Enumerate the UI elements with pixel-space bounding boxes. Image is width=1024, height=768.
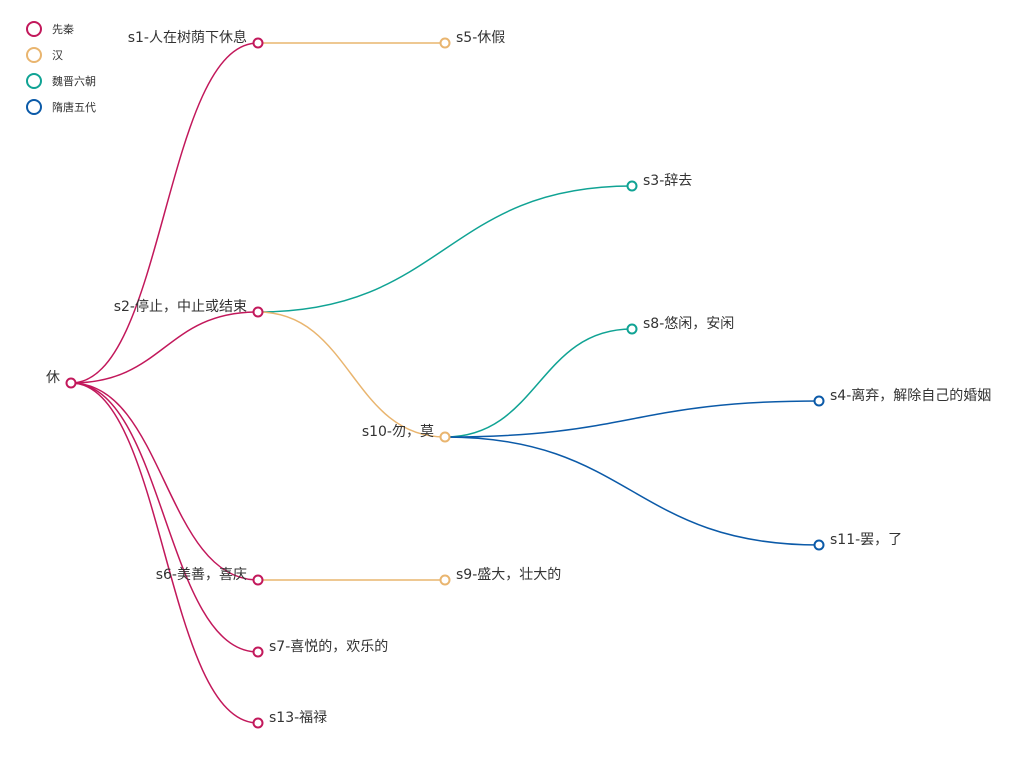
edge-s2-s3 — [257, 185, 633, 313]
node-s8[interactable]: s8-悠闲，安闲 — [626, 316, 735, 335]
node-s11[interactable]: s11-罢，了 — [813, 532, 903, 551]
legend-label: 汉 — [52, 49, 63, 62]
node-s9[interactable]: s9-盛大，壮大的 — [439, 567, 562, 586]
node-label-s7: s7-喜悦的，欢乐的 — [269, 639, 388, 655]
node-circle-icon[interactable] — [252, 646, 264, 658]
edge-root-s7 — [70, 382, 259, 653]
node-label-s2: s2-停止，中止或结束 — [114, 298, 247, 315]
node-label-s9: s9-盛大，壮大的 — [456, 567, 561, 583]
node-s13[interactable]: s13-福禄 — [252, 710, 328, 729]
edge-s10-s8 — [444, 328, 633, 438]
node-circle-icon[interactable] — [65, 377, 77, 389]
edge-root-s1 — [70, 42, 259, 384]
legend-label: 隋唐五代 — [52, 101, 96, 114]
node-label-s3: s3-辞去 — [643, 173, 692, 189]
node-label-s8: s8-悠闲，安闲 — [643, 316, 734, 332]
node-circle-icon[interactable] — [626, 180, 638, 192]
node-s7[interactable]: s7-喜悦的，欢乐的 — [252, 639, 389, 658]
node-label-s11: s11-罢，了 — [830, 532, 902, 548]
node-circle-icon[interactable] — [813, 395, 825, 407]
node-label-s6: s6-美善，喜庆 — [156, 567, 247, 583]
edge-root-s6 — [70, 382, 259, 581]
node-s2[interactable]: s2-停止，中止或结束 — [114, 298, 264, 318]
node-label-s4: s4-离弃，解除自己的婚姻 — [830, 387, 991, 404]
node-circle-icon[interactable] — [439, 431, 451, 443]
node-label-s1: s1-人在树荫下休息 — [128, 29, 247, 46]
legend-item-han[interactable]: 汉 — [26, 42, 96, 68]
node-s5[interactable]: s5-休假 — [439, 30, 506, 49]
legend-item-suitang-wudai[interactable]: 隋唐五代 — [26, 94, 96, 120]
edge-s10-s4 — [444, 400, 820, 438]
node-circle-icon[interactable] — [439, 37, 451, 49]
legend-circle-icon — [26, 47, 42, 63]
node-root[interactable]: 休 — [46, 370, 77, 389]
tree-nodes: 休 s1-人在树荫下休息 s5-休假 s2-停止，中止或结束 s3-辞去 s10-勿，莫 s… — [46, 29, 992, 729]
node-label-s5: s5-休假 — [456, 30, 505, 46]
edge-root-s2 — [70, 311, 259, 384]
node-s6[interactable]: s6-美善，喜庆 — [156, 567, 264, 586]
node-circle-icon[interactable] — [813, 539, 825, 551]
node-s4[interactable]: s4-离弃，解除自己的婚姻 — [813, 387, 992, 407]
node-circle-icon[interactable] — [252, 717, 264, 729]
edge-s2-s10 — [257, 311, 446, 438]
node-circle-icon[interactable] — [439, 574, 451, 586]
legend-item-xianqin[interactable]: 先秦 — [26, 16, 96, 42]
legend-label: 魏晋六朝 — [52, 75, 96, 88]
node-s1[interactable]: s1-人在树荫下休息 — [128, 29, 264, 49]
node-label-s10: s10-勿，莫 — [362, 424, 434, 440]
node-label-s13: s13-福禄 — [269, 710, 327, 726]
legend-label: 先秦 — [52, 23, 74, 36]
legend: 先秦 汉 魏晋六朝 隋唐五代 — [26, 16, 96, 120]
node-s10[interactable]: s10-勿，莫 — [362, 424, 451, 443]
tree-edges — [70, 42, 820, 724]
node-circle-icon[interactable] — [252, 37, 264, 49]
node-circle-icon[interactable] — [626, 323, 638, 335]
edge-root-s13 — [70, 382, 259, 724]
legend-circle-icon — [26, 73, 42, 89]
legend-circle-icon — [26, 99, 42, 115]
node-s3[interactable]: s3-辞去 — [626, 173, 693, 192]
node-circle-icon[interactable] — [252, 306, 264, 318]
legend-item-weijin-liuchao[interactable]: 魏晋六朝 — [26, 68, 96, 94]
node-label-root: 休 — [46, 370, 60, 386]
edge-s10-s11 — [444, 436, 820, 546]
legend-circle-icon — [26, 21, 42, 37]
node-circle-icon[interactable] — [252, 574, 264, 586]
